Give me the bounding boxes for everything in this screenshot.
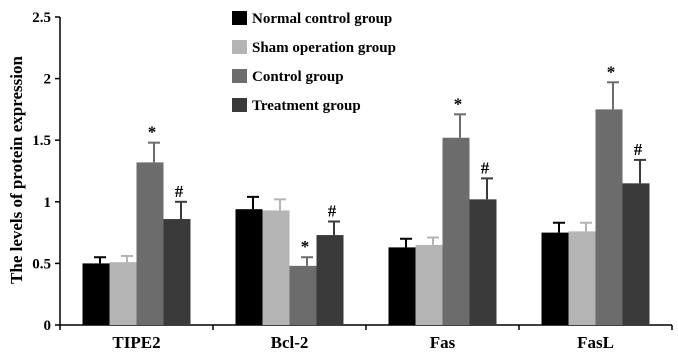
bars-group	[82, 81, 650, 326]
legend-swatch	[232, 11, 247, 25]
significance-marker: #	[634, 140, 643, 159]
bar	[541, 232, 569, 325]
legend: Normal control group Sham operation group…	[232, 11, 396, 114]
significance-marker: #	[328, 202, 337, 221]
y-tick-label: 0	[44, 318, 52, 334]
bar	[622, 183, 650, 325]
bar	[388, 247, 416, 325]
y-tick-label: 1.5	[32, 133, 51, 149]
legend-swatch	[232, 98, 247, 112]
labels-group: * # TIPE2 * # Bcl-2 * # Fas * # FasL	[112, 62, 642, 352]
bar	[109, 262, 137, 325]
legend-label: Normal control group	[252, 11, 392, 27]
significance-marker: #	[481, 158, 490, 177]
significance-marker: *	[148, 123, 157, 142]
y-tick-label: 2	[44, 72, 52, 88]
legend-label: Control group	[252, 69, 344, 85]
significance-marker: *	[301, 237, 310, 256]
bar	[316, 235, 344, 325]
legend-swatch	[232, 40, 247, 54]
y-tick-label: 2.5	[32, 10, 51, 26]
significance-marker: #	[175, 182, 184, 201]
bar	[415, 244, 443, 325]
legend-label: Treatment group	[252, 98, 361, 114]
bar	[262, 210, 290, 325]
legend-label: Sham operation group	[252, 40, 396, 56]
bar	[289, 265, 317, 325]
bar	[568, 231, 596, 325]
legend-swatch	[232, 69, 247, 83]
bar	[163, 219, 191, 325]
bar	[442, 137, 470, 325]
bar	[595, 109, 623, 326]
bar	[136, 162, 164, 325]
x-tick-label: Fas	[430, 333, 456, 352]
significance-marker: *	[607, 62, 616, 81]
significance-marker: *	[454, 94, 463, 113]
bar	[235, 209, 263, 325]
bar	[469, 199, 497, 325]
x-tick-label: TIPE2	[112, 333, 160, 352]
y-tick-label: 0.5	[32, 256, 51, 272]
y-axis-title: The levels of protein expression	[7, 56, 26, 284]
y-tick-label: 1	[44, 195, 52, 211]
x-tick-label: Bcl-2	[271, 333, 309, 352]
bar	[82, 263, 110, 325]
x-tick-label: FasL	[577, 333, 614, 352]
